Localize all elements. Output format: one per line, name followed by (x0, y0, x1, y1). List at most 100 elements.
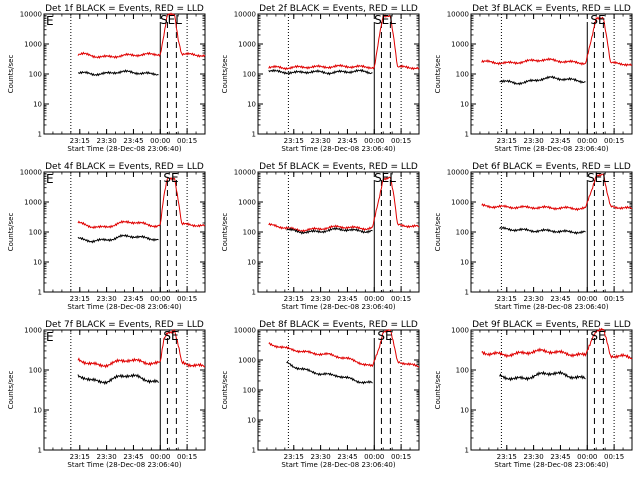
x-tick-label: 00:00 (577, 453, 597, 461)
y-axis-label: Counts/sec (7, 55, 15, 94)
panel-title: Det 1f BLACK = Events, RED = LLD (45, 4, 204, 14)
y-tick-label: 10000 (234, 327, 256, 335)
event-label: SEL (587, 171, 609, 185)
series-events-line (268, 68, 373, 76)
series-events-line (77, 372, 159, 386)
x-axis-label: Start Time (28-Dec-08 23:06:40) (281, 303, 395, 311)
plot-frame (257, 13, 420, 135)
x-tick-label: 23:15 (284, 295, 304, 303)
y-tick-label: 1 (465, 447, 469, 455)
y-tick-label: 10 (33, 259, 42, 267)
x-tick-label: 00:00 (364, 453, 384, 461)
y-tick-label: 1 (38, 447, 42, 455)
y-tick-label: 100 (243, 387, 256, 395)
y-tick-label: 10000 (20, 169, 42, 177)
event-label: SE (163, 329, 178, 343)
series-events-line (499, 226, 586, 235)
y-tick-label: 1000 (451, 199, 469, 207)
y-axis-label: Counts/sec (7, 213, 15, 252)
x-tick-label: 23:15 (497, 137, 517, 145)
x-tick-label: 00:00 (364, 137, 384, 145)
x-axis-label: Start Time (28-Dec-08 23:06:40) (67, 145, 181, 153)
x-tick-label: 00:00 (150, 295, 170, 303)
y-axis-label: Counts/sec (221, 213, 229, 252)
y-axis-label: Counts/sec (434, 213, 442, 252)
y-tick-label: 1 (38, 131, 42, 139)
x-tick-label: 23:15 (497, 453, 517, 461)
panel-title: Det 4f BLACK = Events, RED = LLD (45, 162, 204, 172)
panel-5: Det 5f BLACK = Events, RED = LLD10000100… (221, 162, 420, 311)
x-tick-label: 00:15 (604, 295, 624, 303)
y-tick-label: 10 (33, 101, 42, 109)
plot-frame (43, 171, 206, 293)
y-tick-label: 100 (29, 71, 42, 79)
y-tick-label: 10000 (447, 11, 469, 19)
panel-title: Det 8f BLACK = Events, RED = LLD (259, 320, 418, 330)
y-tick-label: 10 (247, 259, 256, 267)
x-tick-label: 23:45 (123, 137, 143, 145)
y-axis-label: Counts/sec (221, 371, 229, 410)
x-tick-label: 00:15 (391, 453, 411, 461)
x-tick-label: 00:15 (604, 453, 624, 461)
x-axis-label: Start Time (28-Dec-08 23:06:40) (67, 461, 181, 469)
corner-label: E (46, 330, 54, 344)
x-tick-label: 23:15 (70, 137, 90, 145)
x-tick-label: 00:00 (150, 453, 170, 461)
x-tick-label: 23:30 (97, 295, 117, 303)
panel-title: Det 5f BLACK = Events, RED = LLD (259, 162, 418, 172)
x-tick-label: 23:45 (550, 137, 570, 145)
x-tick-label: 23:15 (497, 295, 517, 303)
x-tick-label: 23:15 (284, 453, 304, 461)
y-tick-label: 1000 (238, 199, 256, 207)
x-tick-label: 23:45 (123, 453, 143, 461)
panel-title: Det 9f BLACK = Events, RED = LLD (472, 320, 631, 330)
series-events-line (499, 370, 586, 382)
y-tick-label: 10 (460, 407, 469, 415)
x-tick-label: 23:30 (97, 137, 117, 145)
x-tick-label: 00:15 (177, 295, 197, 303)
panel-6: Det 6f BLACK = Events, RED = LLD10000100… (434, 162, 633, 311)
y-axis-label: Counts/sec (434, 55, 442, 94)
series-events-line (78, 69, 159, 77)
y-tick-label: 100 (456, 229, 469, 237)
corner-label: E (46, 14, 54, 28)
series-lld-line (77, 176, 206, 229)
series-lld-line (481, 327, 633, 360)
x-tick-label: 23:30 (97, 453, 117, 461)
y-axis-label: Counts/sec (7, 371, 15, 410)
x-tick-label: 23:30 (524, 295, 544, 303)
y-tick-label: 10 (247, 101, 256, 109)
corner-label: E (46, 172, 54, 186)
y-axis-label: Counts/sec (221, 55, 229, 94)
x-tick-label: 00:00 (364, 295, 384, 303)
panel-title: Det 6f BLACK = Events, RED = LLD (472, 162, 631, 172)
y-tick-label: 100 (29, 367, 42, 375)
series-events-line (77, 233, 159, 244)
x-tick-label: 00:15 (604, 137, 624, 145)
y-tick-label: 10 (460, 101, 469, 109)
event-label: SEL (374, 13, 396, 27)
series-lld-line (77, 12, 206, 59)
panel-3: Det 3f BLACK = Events, RED = LLD10000100… (434, 4, 633, 153)
series-events-line (286, 360, 373, 385)
panel-1: Det 1f BLACK = Events, RED = LLD10000100… (7, 4, 206, 153)
x-tick-label: 00:00 (577, 295, 597, 303)
y-tick-label: 1000 (24, 199, 42, 207)
plot-frame (470, 329, 633, 451)
plot-frame (43, 329, 206, 451)
y-tick-label: 10 (460, 259, 469, 267)
x-tick-label: 23:15 (284, 137, 304, 145)
x-tick-label: 23:30 (524, 453, 544, 461)
series-lld-line (268, 176, 420, 233)
x-tick-label: 00:00 (150, 137, 170, 145)
panel-title: Det 2f BLACK = Events, RED = LLD (259, 4, 418, 14)
series-lld-line (77, 328, 205, 369)
y-axis-label: Counts/sec (434, 371, 442, 410)
y-tick-label: 1000 (451, 41, 469, 49)
series-lld-line (481, 173, 633, 212)
y-tick-label: 1 (465, 289, 469, 297)
y-tick-label: 10000 (447, 169, 469, 177)
